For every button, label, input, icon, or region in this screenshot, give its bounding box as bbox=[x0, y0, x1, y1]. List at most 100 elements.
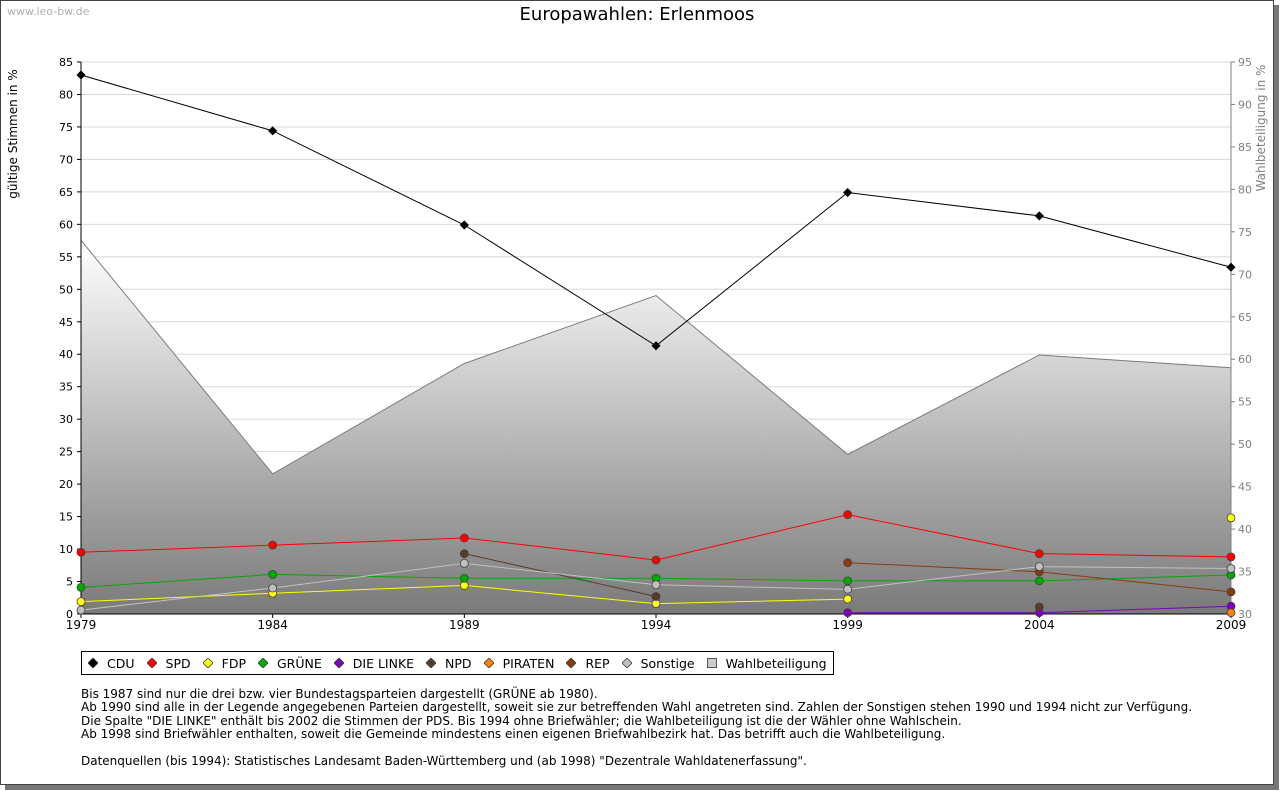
point-die-linke bbox=[843, 608, 853, 618]
point-fdp bbox=[1226, 513, 1236, 523]
x-tick-label: 1984 bbox=[257, 618, 288, 632]
y2-axis-label: Wahlbeteiligung in % bbox=[1254, 65, 1268, 192]
point-cdu bbox=[1034, 211, 1044, 221]
point-spd bbox=[651, 555, 661, 565]
point-cdu bbox=[459, 220, 469, 230]
legend-swatch bbox=[333, 658, 344, 668]
note-line-2: Ab 1990 sind alle in der Legende angegeb… bbox=[81, 700, 1193, 715]
y2-tick-label: 35 bbox=[1238, 566, 1252, 579]
legend-label: PIRATEN bbox=[502, 655, 555, 671]
legend-swatch bbox=[566, 658, 577, 668]
point-gr-ne bbox=[76, 582, 86, 592]
point-sonstige bbox=[651, 580, 661, 590]
note-source: Datenquellen (bis 1994): Statistisches L… bbox=[81, 753, 807, 768]
point-cdu bbox=[843, 187, 853, 198]
point-spd bbox=[459, 533, 469, 543]
y2-tick-label: 95 bbox=[1238, 56, 1252, 69]
point-rep bbox=[843, 558, 853, 568]
note-line-3: Die Spalte "DIE LINKE" enthält bis 2002 … bbox=[81, 713, 962, 728]
y-axis-label: gültige Stimmen in % bbox=[6, 69, 20, 198]
point-sonstige bbox=[843, 584, 853, 594]
legend-item: SPD bbox=[146, 656, 191, 671]
y2-tick-label: 30 bbox=[1238, 608, 1252, 621]
legend-swatch bbox=[257, 658, 268, 668]
legend-item: PIRATEN bbox=[483, 655, 555, 671]
point-gr-ne bbox=[843, 576, 853, 586]
point-cdu bbox=[268, 126, 278, 136]
turnout-area-layer bbox=[80, 240, 1232, 615]
legend-label: DIE LINKE bbox=[352, 655, 415, 671]
point-spd bbox=[1226, 552, 1236, 562]
point-gr-ne bbox=[1034, 576, 1044, 586]
y-tick-label: 0 bbox=[66, 608, 73, 621]
legend-swatch bbox=[706, 658, 717, 668]
point-cdu bbox=[651, 341, 661, 351]
legend-swatch bbox=[621, 658, 632, 668]
y2-tick-label: 65 bbox=[1238, 311, 1252, 324]
legend-swatch bbox=[202, 658, 213, 668]
legend-item: DIE LINKE bbox=[333, 655, 415, 671]
x-tick-label: 1979 bbox=[66, 618, 97, 632]
legend-label: FDP bbox=[221, 655, 246, 671]
point-sonstige bbox=[1226, 564, 1236, 573]
note-line-1: Bis 1987 sind nur die drei bzw. vier Bun… bbox=[81, 687, 598, 701]
legend-swatch bbox=[146, 658, 157, 668]
y2-tick-label: 85 bbox=[1238, 141, 1252, 154]
y-tick-label: 75 bbox=[59, 121, 73, 134]
y-tick-label: 50 bbox=[59, 283, 73, 296]
legend-item: REP bbox=[566, 655, 610, 671]
y-tick-label: 20 bbox=[59, 478, 73, 491]
y2-tick-label: 80 bbox=[1238, 183, 1252, 196]
point-cdu bbox=[1226, 262, 1236, 272]
y-tick-label: 15 bbox=[59, 511, 73, 524]
y2-tick-label: 45 bbox=[1238, 481, 1252, 494]
legend-label: GRÜNE bbox=[276, 655, 322, 671]
point-spd bbox=[268, 540, 278, 550]
legend-label: REP bbox=[585, 655, 610, 671]
watermark: www.leo-bw.de bbox=[7, 5, 90, 18]
y-tick-label: 60 bbox=[59, 218, 73, 231]
y-tick-label: 65 bbox=[59, 186, 73, 199]
legend-label: NPD bbox=[445, 655, 472, 671]
point-npd bbox=[1034, 602, 1044, 612]
series-layer bbox=[76, 70, 1236, 618]
point-npd bbox=[459, 549, 469, 559]
chart-title: Europawahlen: Erlenmoos bbox=[519, 4, 755, 25]
legend: CDU SPD FDP GRÜNE DIE LINKE NPD PIRATEN REP Sons… bbox=[81, 651, 834, 675]
point-sonstige bbox=[1034, 562, 1044, 571]
y2-tick-label: 70 bbox=[1238, 268, 1252, 281]
point-npd bbox=[651, 592, 661, 601]
x-tick-label: 2004 bbox=[1024, 618, 1055, 632]
y-tick-label: 35 bbox=[59, 381, 73, 394]
x-tick-label: 1989 bbox=[449, 618, 480, 632]
y2-tick-label: 90 bbox=[1238, 98, 1252, 111]
turnout-area bbox=[81, 240, 1231, 615]
legend-label: Wahlbeteiligung bbox=[725, 655, 827, 671]
y-tick-label: 55 bbox=[59, 251, 73, 264]
y-tick-label: 25 bbox=[59, 446, 73, 459]
chart-canvas: 0 5 10 15 20 25 30 35 40 45 50 55 60 65 70 75 80 85 30 35 40… bbox=[6, 56, 1268, 632]
y-tick-label: 70 bbox=[59, 153, 73, 166]
point-fdp bbox=[843, 594, 853, 604]
point-sonstige bbox=[459, 558, 469, 568]
x-tick-label: 1999 bbox=[832, 618, 863, 632]
series-line-npd bbox=[464, 553, 657, 597]
point-gr-ne bbox=[268, 569, 278, 579]
y-tick-label: 10 bbox=[59, 543, 73, 556]
point-spd bbox=[843, 510, 853, 520]
point-rep bbox=[1226, 587, 1236, 597]
y-tick-label: 85 bbox=[59, 56, 73, 69]
point-piraten bbox=[1226, 608, 1236, 618]
legend-item: CDU bbox=[88, 656, 135, 671]
x-tick-label: 1994 bbox=[641, 618, 672, 632]
legend-swatch bbox=[426, 658, 437, 668]
y2-tick-label: 50 bbox=[1238, 438, 1252, 451]
legend-item: NPD bbox=[426, 656, 472, 671]
legend-item: Wahlbeteiligung bbox=[706, 655, 827, 671]
y2-tick-label: 55 bbox=[1238, 396, 1252, 409]
note-line-4: Ab 1998 sind Briefwähler enthalten, sowe… bbox=[81, 727, 946, 742]
legend-swatch bbox=[483, 658, 494, 668]
y2-tick-label: 40 bbox=[1238, 523, 1252, 536]
y-tick-label: 30 bbox=[59, 413, 73, 426]
point-sonstige bbox=[76, 605, 86, 615]
